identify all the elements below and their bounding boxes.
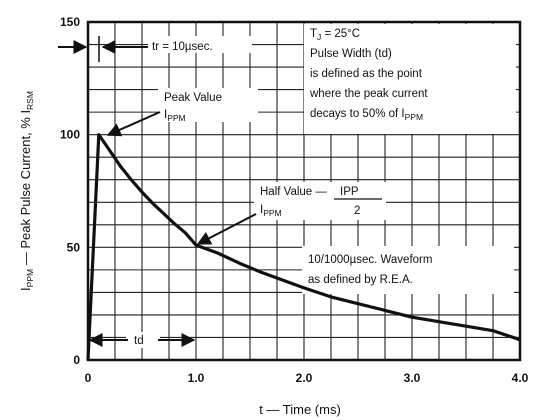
td-label: td	[134, 335, 144, 347]
tr-label-bg	[148, 36, 252, 53]
td-label-bg	[126, 332, 160, 348]
pulse-width-line4: decays to 50% of IPPM	[310, 108, 423, 122]
x-tick-label: 0	[85, 371, 92, 385]
y-tick-label: 100	[60, 128, 80, 142]
half-arrow	[196, 213, 257, 245]
peak-value-ippm: IPPM	[164, 109, 186, 123]
half-value-label: Half Value —	[260, 186, 327, 198]
pulse-width-line3: where the peak current	[309, 88, 428, 100]
x-axis-title: t — Time (ms)	[259, 402, 341, 417]
x-tick-label: 1.0	[188, 371, 205, 385]
axis-ticks: 0 1.0 2.0 3.0 4.0 0 50 100 150	[60, 15, 529, 385]
pulse-curve	[86, 133, 521, 361]
half-value-denominator: 2	[354, 205, 360, 217]
peak-value-label: Peak Value	[164, 92, 222, 104]
half-label-bg	[254, 182, 386, 220]
y-axis-title: IPPM — Peak Pulse Current, % IRSM	[18, 91, 35, 291]
x-tick-label: 2.0	[296, 371, 313, 385]
y-tick-label: 150	[60, 15, 80, 29]
plot-frame	[86, 20, 522, 362]
y-tick-label: 50	[67, 240, 81, 254]
half-value-ipp: IPP	[340, 186, 359, 198]
half-value-ippm: IPPM	[260, 204, 282, 218]
tj-label: TJ = 25°C	[310, 28, 360, 42]
tr-label: tr = 10µsec.	[152, 41, 213, 53]
pulse-width-line1: Pulse Width (td)	[310, 48, 392, 60]
waveform-line1: 10/1000µsec. Waveform	[308, 254, 432, 266]
peak-label-bg	[158, 88, 258, 122]
peak-arrow	[106, 111, 161, 137]
y-tick-label: 0	[73, 353, 80, 367]
x-tick-label: 4.0	[512, 371, 529, 385]
pulse-width-line2: is defined as the point	[310, 68, 423, 80]
waveform-label-bg	[302, 246, 514, 294]
conditions-box-bg	[304, 24, 516, 134]
waveform-line2: as defined by R.E.A.	[308, 274, 413, 286]
x-tick-label: 3.0	[404, 371, 421, 385]
